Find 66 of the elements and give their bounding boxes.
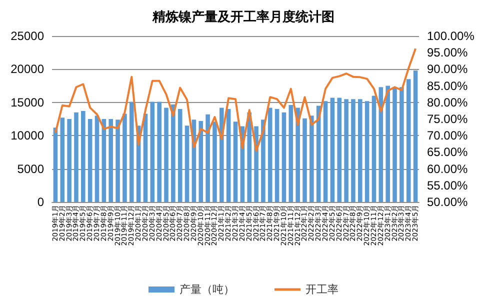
y2-tick-label: 50.00% — [427, 195, 468, 209]
chart-title: 精炼镍产量及开工率月度统计图 — [152, 9, 334, 25]
bar — [386, 86, 390, 202]
bar — [171, 104, 176, 202]
y2-tick-label: 90.00% — [427, 62, 468, 76]
bar — [143, 114, 148, 202]
y-tick-label: 20000 — [10, 62, 44, 76]
y2-tick-label: 85.00% — [427, 78, 468, 93]
bar — [400, 87, 404, 202]
bar — [122, 114, 127, 202]
bar — [282, 112, 286, 202]
bar — [351, 99, 356, 202]
bar — [60, 118, 65, 202]
bar — [344, 99, 348, 202]
bar — [226, 109, 231, 202]
y2-tick-label: 70.00% — [427, 128, 468, 143]
bar — [157, 102, 162, 202]
y-tick-label: 5000 — [17, 162, 44, 176]
bar — [330, 98, 335, 202]
bar — [323, 101, 328, 202]
bar — [392, 87, 397, 202]
y-tick-label: 0 — [37, 195, 44, 209]
bar — [296, 108, 300, 202]
y2-tick-label: 60.00% — [427, 162, 468, 176]
bar — [310, 116, 314, 202]
legend-label: 产量（吨） — [180, 283, 234, 296]
bar — [220, 108, 224, 202]
y2-tick-label: 65.00% — [427, 145, 468, 160]
bar — [406, 79, 411, 202]
bar — [81, 111, 86, 202]
bar — [358, 99, 362, 202]
y-tick-label: 15000 — [10, 95, 44, 110]
bar — [206, 114, 210, 202]
bar — [288, 105, 294, 202]
y2-tick-label: 75.00% — [427, 112, 468, 126]
bar — [274, 109, 280, 202]
bar — [129, 102, 134, 202]
bar — [233, 122, 238, 202]
y-tick-label: 10000 — [10, 128, 44, 143]
bar — [372, 96, 376, 202]
bar — [150, 102, 155, 202]
bar — [198, 120, 204, 202]
bar — [164, 108, 168, 202]
y2-tick-label: 80.00% — [427, 95, 468, 110]
y2-tick-label: 95.00% — [427, 46, 468, 60]
bar — [212, 122, 217, 202]
bar — [108, 119, 114, 202]
bar — [413, 70, 418, 202]
bar — [94, 116, 100, 202]
bar — [116, 120, 120, 202]
bar — [88, 119, 92, 202]
y2-tick-label: 55.00% — [427, 178, 468, 192]
bar — [268, 108, 272, 202]
bar — [302, 118, 307, 202]
bar — [53, 128, 58, 202]
bar — [337, 98, 342, 202]
bar — [74, 112, 78, 202]
bar — [178, 109, 182, 202]
bar — [67, 119, 72, 202]
line-series — [54, 48, 417, 152]
bar — [184, 126, 190, 202]
legend-label: 开工率 — [306, 283, 338, 296]
y2-tick-label: 100.00% — [427, 29, 475, 43]
y-tick-label: 25000 — [10, 29, 44, 43]
bar — [364, 101, 370, 202]
bar — [261, 120, 266, 202]
